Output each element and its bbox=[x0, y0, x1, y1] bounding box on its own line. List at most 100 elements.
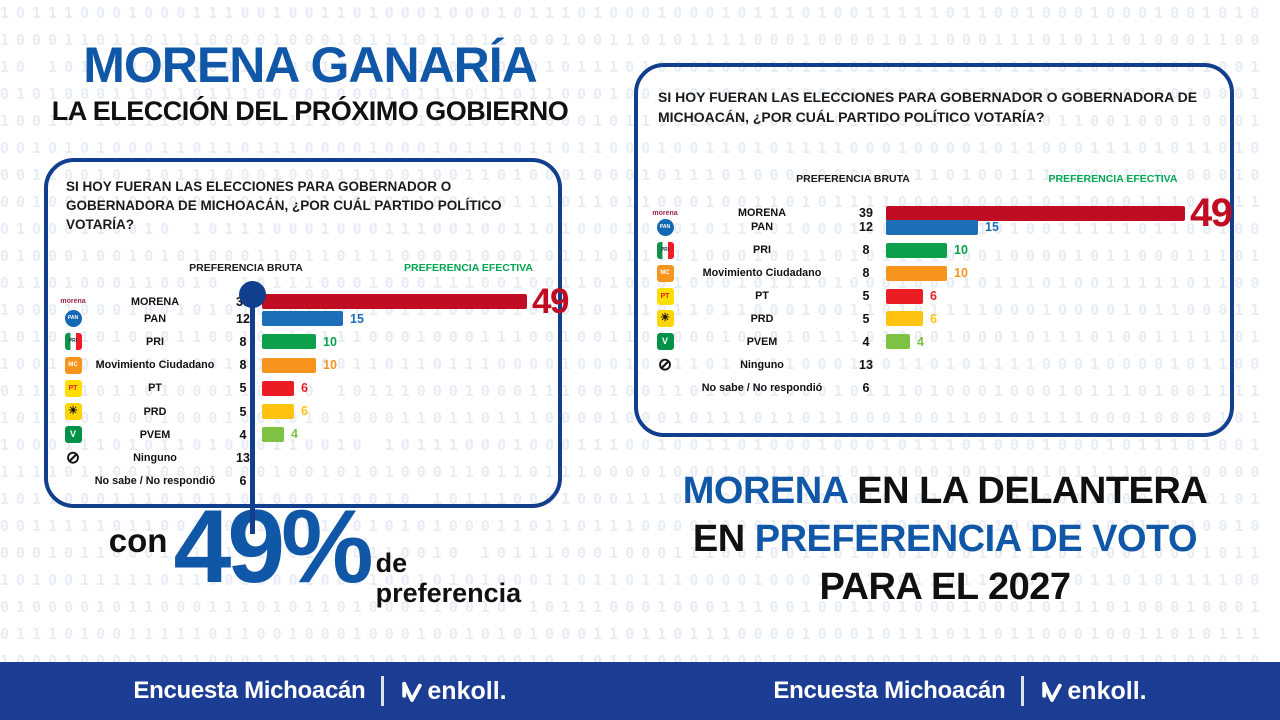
party-name: PAN bbox=[144, 312, 166, 325]
preferencia-bruta-value: 5 bbox=[862, 311, 870, 326]
preferencia-efectiva-bar bbox=[262, 294, 527, 309]
pvem-party-icon: V bbox=[656, 333, 674, 351]
party-row: V PVEM 4 4 bbox=[652, 330, 1226, 353]
party-row: MC Movimiento Ciudadano 8 10 bbox=[60, 354, 554, 377]
ninguno-crossed-circle-icon: ⊘ bbox=[65, 449, 81, 467]
brand-name: enkoll. bbox=[1067, 676, 1147, 705]
enkoll-logo: enkoll. bbox=[1040, 676, 1147, 706]
party-name: No sabe / No respondió bbox=[94, 475, 216, 488]
party-row: morena MORENA 39 49 bbox=[60, 284, 569, 319]
preferencia-bruta-value: 8 bbox=[862, 266, 870, 281]
preferencia-efectiva-value: 6 bbox=[301, 404, 308, 419]
party-name: Ninguno bbox=[133, 451, 177, 464]
party-name: PT bbox=[148, 382, 162, 395]
preferencia-efectiva-value: 10 bbox=[954, 242, 968, 257]
right-chart-card: SI HOY FUERAN LAS ELECCIONES PARA GOBERN… bbox=[634, 63, 1234, 437]
party-row: ☀ PRD 5 6 bbox=[652, 307, 1226, 330]
conclusion-headline: MORENA EN LA DELANTERA EN PREFERENCIA DE… bbox=[645, 468, 1245, 612]
callout-percentage: 49% bbox=[173, 489, 373, 605]
column-header-preferencia-bruta: PREFERENCIA BRUTA bbox=[796, 173, 910, 185]
preferencia-bruta-value: 4 bbox=[239, 427, 247, 442]
enkoll-checkmark-icon bbox=[402, 681, 423, 702]
preferencia-efectiva-value: 6 bbox=[930, 311, 937, 326]
efectiva-bar-cell: 10 bbox=[262, 357, 554, 373]
movimiento-ciudadano-party-icon: MC bbox=[64, 356, 82, 374]
preferencia-efectiva-value: 49 bbox=[1190, 191, 1233, 235]
party-row: No sabe / No respondió 6 bbox=[652, 376, 1226, 399]
main-title: MORENA GANARÍA bbox=[83, 37, 538, 93]
party-row: ⊘ Ninguno 13 bbox=[652, 353, 1226, 376]
party-name: PAN bbox=[751, 221, 773, 234]
callout-suffix-line1: de bbox=[375, 548, 408, 578]
efectiva-bar-cell: 6 bbox=[886, 288, 1226, 304]
pri-party-icon: PRI bbox=[656, 241, 674, 259]
preferencia-efectiva-bar bbox=[886, 311, 923, 327]
brand-name: enkoll. bbox=[427, 676, 507, 705]
preferencia-efectiva-value: 15 bbox=[350, 311, 364, 326]
survey-question: SI HOY FUERAN LAS ELECCIONES PARA GOBERN… bbox=[66, 179, 502, 232]
prd-party-icon: ☀ bbox=[64, 403, 82, 421]
survey-name: Encuesta Michoacán bbox=[133, 677, 366, 704]
party-row: PRI PRI 8 10 bbox=[652, 239, 1226, 262]
party-name: PT bbox=[755, 290, 769, 302]
pan-party-icon: PAN bbox=[656, 218, 674, 236]
party-name: PRI bbox=[146, 335, 164, 348]
pt-party-icon: PT bbox=[656, 287, 674, 305]
column-header-preferencia-bruta: PREFERENCIA BRUTA bbox=[189, 262, 303, 274]
party-row: morena MORENA 39 49 bbox=[652, 193, 1233, 233]
preferencia-efectiva-value: 49 bbox=[532, 282, 569, 321]
party-row: No sabe / No respondió 6 bbox=[60, 470, 554, 493]
party-name: MORENA bbox=[131, 295, 179, 308]
headline-line3: PARA EL 2027 bbox=[819, 565, 1071, 608]
enkoll-checkmark-icon bbox=[1042, 681, 1063, 702]
efectiva-bar-cell: 10 bbox=[886, 265, 1226, 281]
preferencia-efectiva-value: 10 bbox=[323, 334, 337, 349]
preferencia-efectiva-bar bbox=[886, 265, 947, 281]
party-row: ⊘ Ninguno 13 bbox=[60, 446, 554, 469]
party-name: PRD bbox=[143, 405, 167, 418]
efectiva-bar-cell: 10 bbox=[886, 242, 1226, 258]
preferencia-efectiva-bar bbox=[886, 288, 923, 304]
pri-party-icon: PRI bbox=[64, 333, 82, 351]
party-name: PRI bbox=[753, 244, 771, 257]
footer-divider bbox=[1021, 676, 1025, 706]
preferencia-efectiva-bar bbox=[262, 357, 316, 373]
party-rows: morena MORENA 39 49 PAN PAN 12 15 PRI PR… bbox=[60, 284, 569, 493]
efectiva-bar-cell: 15 bbox=[262, 311, 554, 327]
enkoll-logo: enkoll. bbox=[400, 676, 507, 706]
pt-party-icon: PT bbox=[64, 379, 82, 397]
pan-party-icon: PAN bbox=[64, 310, 82, 328]
preferencia-bruta-value: 5 bbox=[862, 289, 870, 303]
preferencia-bruta-value: 13 bbox=[859, 357, 873, 372]
efectiva-bar-cell: 6 bbox=[886, 311, 1226, 327]
preferencia-efectiva-bar bbox=[886, 334, 910, 350]
footer-brand-left: Encuesta Michoacán enkoll. bbox=[0, 662, 640, 720]
preferencia-efectiva-bar bbox=[262, 311, 343, 327]
party-name: Movimiento Ciudadano bbox=[95, 359, 215, 372]
party-name: PRD bbox=[750, 312, 774, 325]
preferencia-bruta-value: 8 bbox=[239, 334, 247, 349]
party-name: PVEM bbox=[746, 335, 778, 348]
efectiva-bar-cell: 6 bbox=[262, 404, 554, 420]
survey-question: SI HOY FUERAN LAS ELECCIONES PARA GOBERN… bbox=[658, 89, 1198, 125]
survey-name: Encuesta Michoacán bbox=[773, 677, 1006, 704]
party-rows: morena MORENA 39 49 PAN PAN 12 15 PRI PR… bbox=[652, 193, 1233, 399]
party-name: No sabe / No respondió bbox=[701, 381, 823, 394]
preferencia-efectiva-value: 6 bbox=[301, 381, 308, 396]
preferencia-efectiva-bar bbox=[886, 219, 978, 235]
party-row: PAN PAN 12 15 bbox=[652, 216, 1226, 239]
callout-suffix: de preferencia bbox=[376, 548, 522, 608]
preferencia-bruta-value: 6 bbox=[862, 380, 870, 395]
efectiva-bar-cell: 49 bbox=[886, 191, 1233, 235]
morena-party-icon: morena bbox=[652, 209, 678, 217]
footer-bar: Encuesta Michoacán enkoll. Encuesta Mich… bbox=[0, 662, 1280, 720]
preferencia-bruta-value: 13 bbox=[236, 450, 250, 465]
party-row: PT PT 5 6 bbox=[60, 377, 554, 400]
party-row: V PVEM 4 4 bbox=[60, 423, 554, 446]
preferencia-bruta-value: 8 bbox=[862, 243, 870, 258]
preferencia-efectiva-value: 4 bbox=[291, 427, 298, 442]
efectiva-bar-cell: 4 bbox=[886, 334, 1226, 350]
efectiva-bar-cell: 4 bbox=[262, 427, 554, 443]
party-name: Ninguno bbox=[740, 358, 784, 371]
